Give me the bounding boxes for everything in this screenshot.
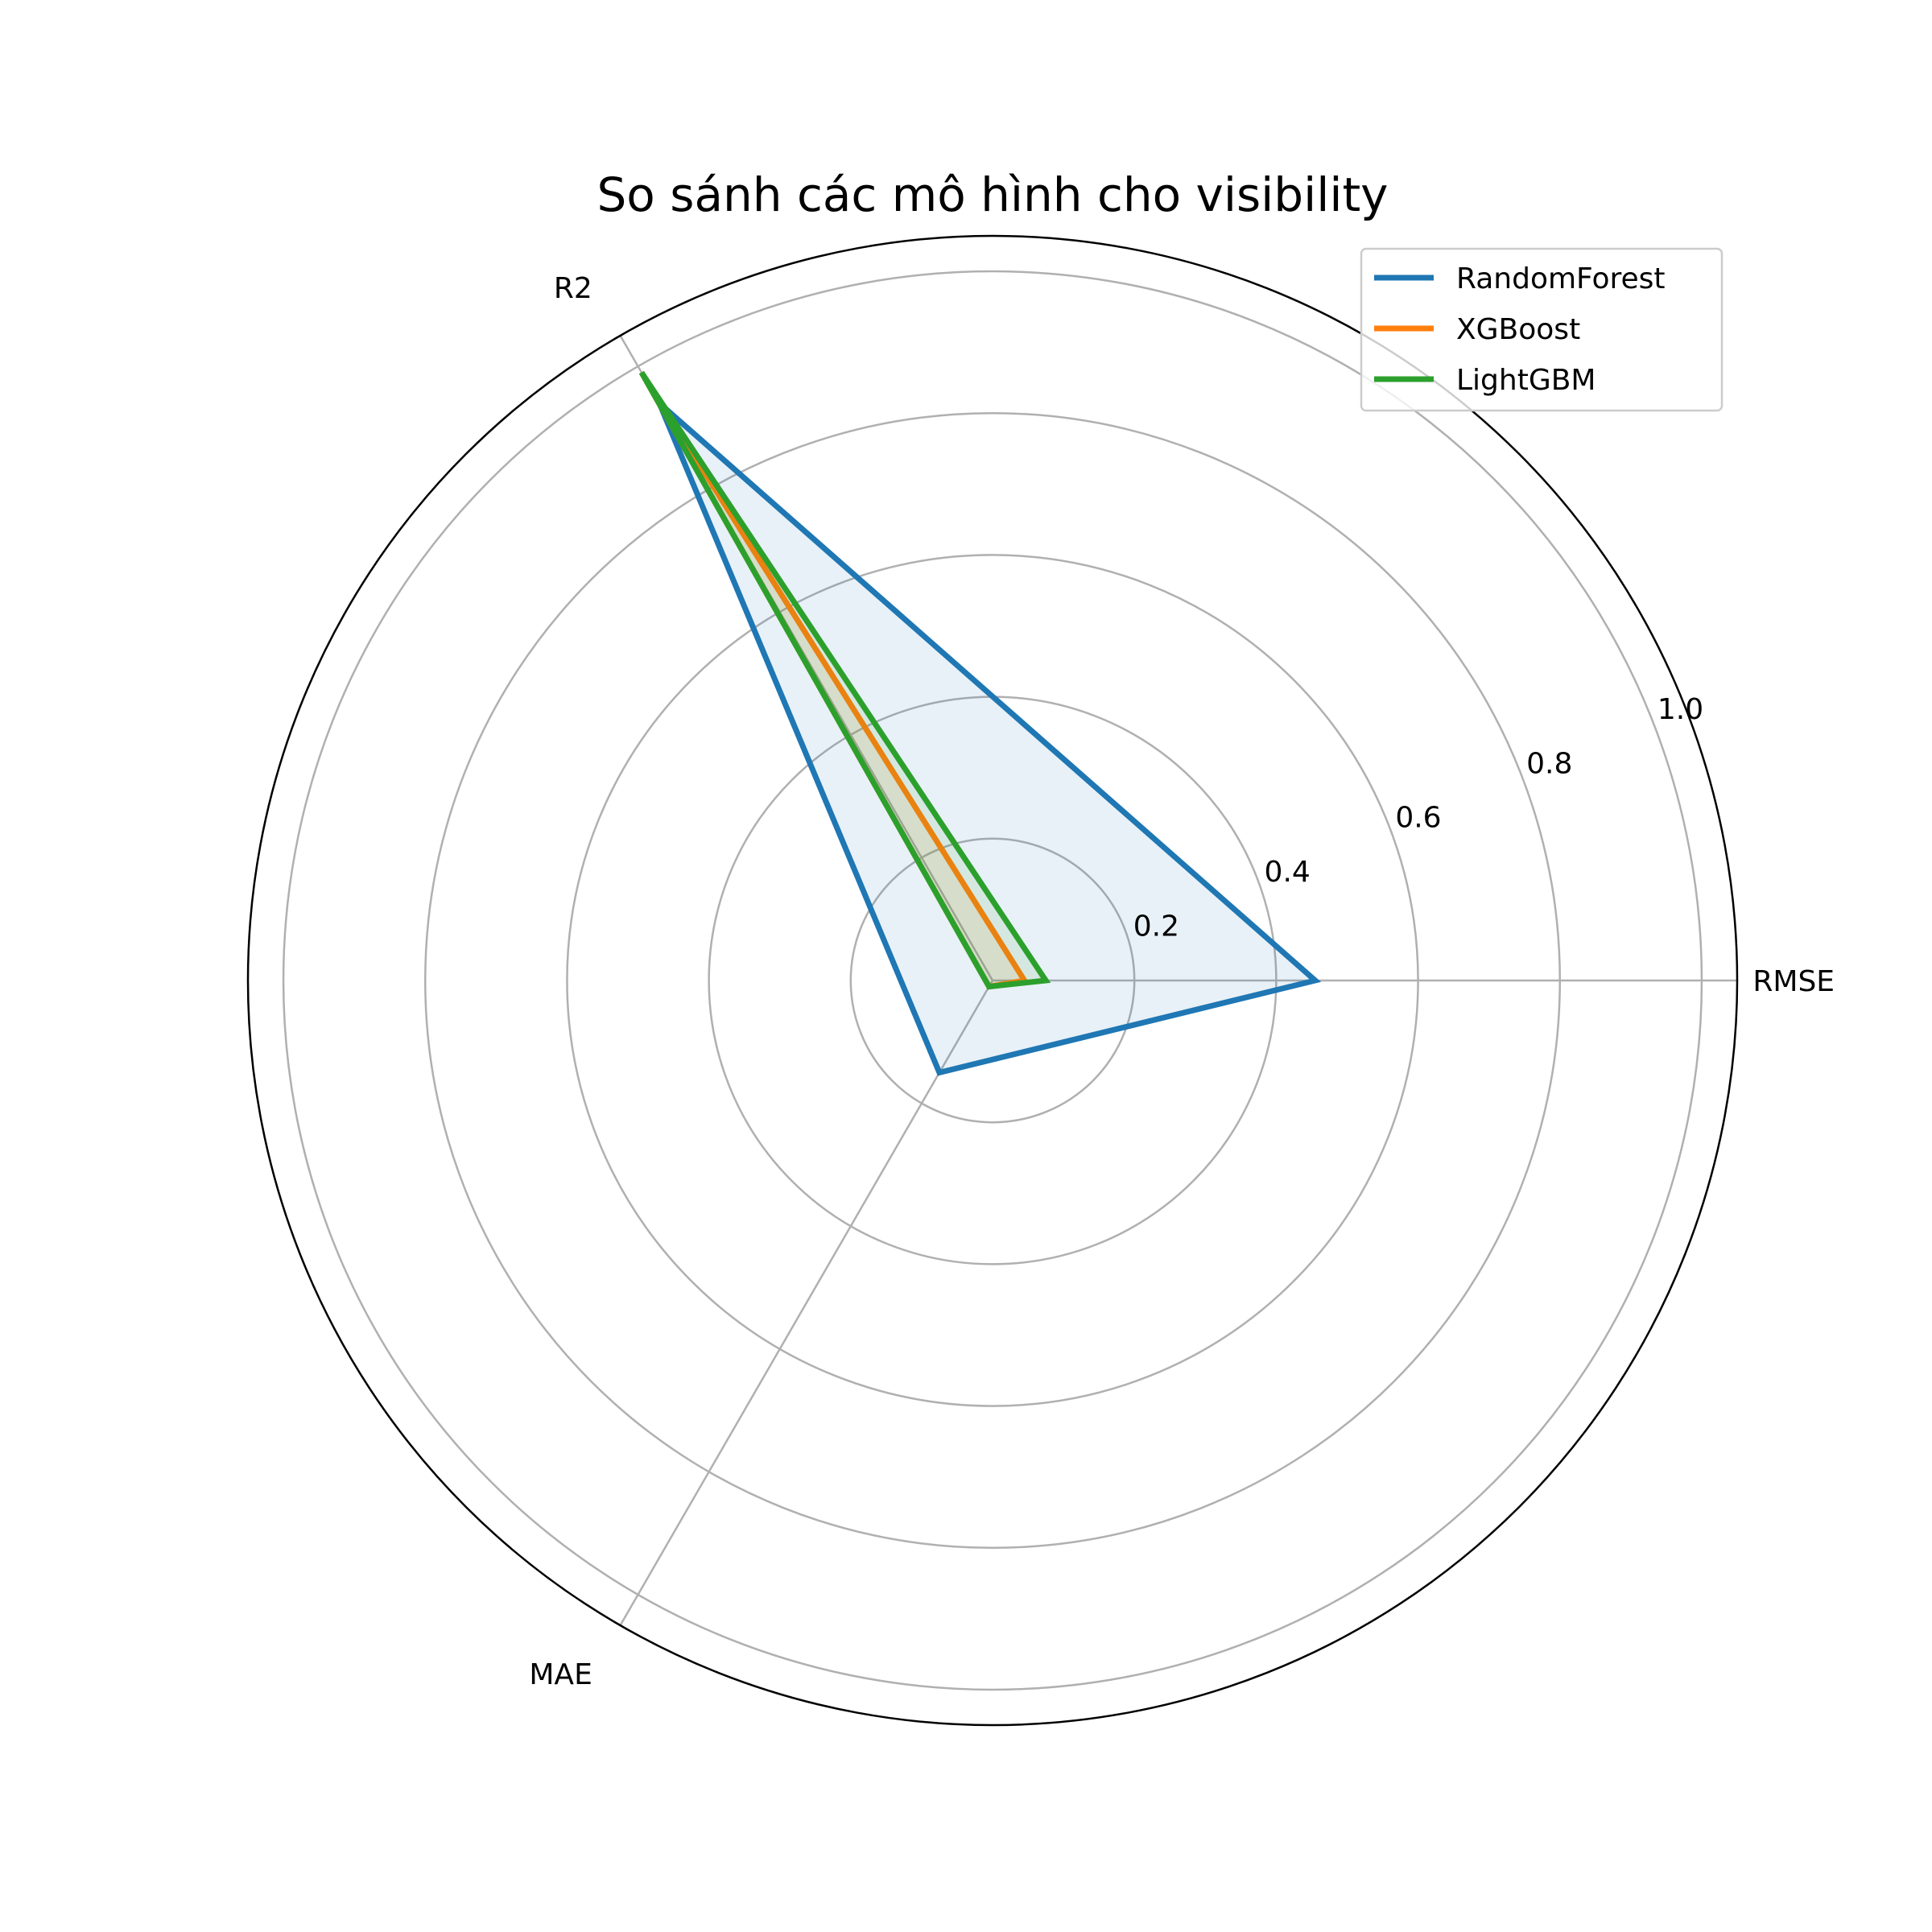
legend: RandomForest XGBoost LightGBM — [1360, 247, 1724, 412]
r-tick-label-2: 0.4 — [1265, 856, 1311, 889]
series-line-randomforest — [656, 401, 1322, 1076]
spoke-mae — [619, 980, 994, 1626]
legend-label-randomforest: RandomForest — [1456, 262, 1666, 295]
axis-label-rmse: RMSE — [1752, 965, 1835, 998]
polar-frame — [246, 234, 1739, 1727]
series-fill-randomforest — [659, 402, 1315, 1073]
r-tick-label-1: 0.2 — [1133, 910, 1179, 943]
r-tick-label-4: 0.8 — [1526, 747, 1572, 780]
legend-label-lightgbm: LightGBM — [1456, 364, 1596, 397]
axis-label-mae: MAE — [529, 1658, 592, 1691]
axis-label-r2: R2 — [554, 272, 592, 305]
r-tick-label-3: 0.6 — [1395, 802, 1441, 835]
r-tick-label-5: 1.0 — [1657, 693, 1703, 726]
legend-box — [1360, 247, 1724, 412]
legend-label-xgboost: XGBoost — [1456, 313, 1580, 346]
series-line-lightgbm — [638, 370, 1051, 990]
chart-title: So sánh các mô hình cho visibility — [597, 167, 1388, 222]
